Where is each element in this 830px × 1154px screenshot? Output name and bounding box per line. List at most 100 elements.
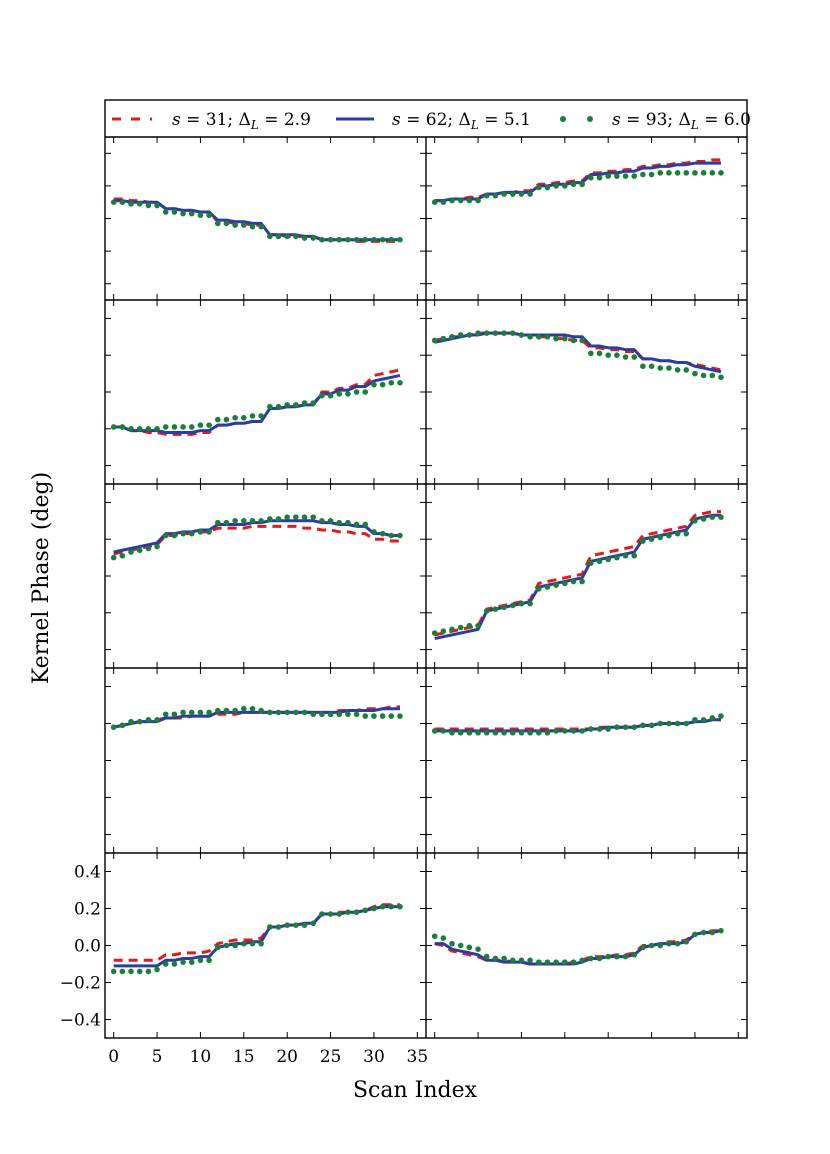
legend-label: s = 93; ΔL = 6.0	[612, 110, 751, 132]
data-point	[180, 530, 186, 537]
data-point	[588, 174, 594, 181]
data-point	[475, 197, 481, 204]
data-point	[171, 711, 178, 718]
data-point	[527, 957, 533, 964]
data-point	[535, 334, 542, 340]
panel-row4-right	[426, 668, 747, 853]
data-point	[648, 942, 655, 949]
data-point	[527, 729, 533, 736]
data-point	[119, 199, 126, 205]
data-point	[614, 352, 620, 359]
data-point	[579, 181, 585, 188]
data-point	[709, 715, 716, 721]
data-point	[223, 942, 230, 949]
data-point	[544, 959, 551, 965]
data-point	[371, 529, 377, 535]
data-point	[267, 709, 273, 716]
data-point	[397, 903, 403, 910]
data-point	[241, 705, 247, 712]
series-2	[113, 707, 400, 729]
series-line	[434, 929, 722, 966]
data-point	[674, 530, 681, 537]
data-point	[241, 414, 247, 421]
data-point	[336, 911, 343, 917]
data-point	[518, 729, 525, 736]
data-point	[535, 184, 542, 191]
data-point	[353, 711, 360, 718]
data-point	[579, 337, 585, 344]
data-point	[562, 728, 568, 734]
data-point	[136, 718, 143, 725]
data-point	[258, 413, 264, 419]
legend-label: s = 31; ΔL = 2.9	[172, 110, 311, 132]
data-point	[553, 728, 559, 734]
series-line	[434, 331, 722, 374]
data-point	[674, 170, 681, 176]
data-point	[284, 402, 290, 408]
data-point	[492, 955, 499, 962]
data-point	[267, 233, 273, 240]
data-point	[466, 729, 473, 736]
data-point	[553, 582, 559, 588]
data-point	[527, 334, 533, 340]
data-point	[379, 236, 386, 243]
data-point	[466, 622, 473, 629]
x-tick-label: 20	[276, 1047, 298, 1067]
data-point	[518, 332, 525, 338]
series-2	[434, 718, 721, 733]
data-point	[683, 530, 690, 537]
data-point	[657, 942, 664, 949]
data-point	[258, 518, 264, 524]
data-point	[145, 202, 152, 209]
data-point	[562, 183, 568, 189]
y-tick-label: 0.0	[74, 937, 101, 957]
x-axis-label: Scan Index	[353, 1078, 478, 1103]
data-point	[241, 222, 247, 228]
data-point	[388, 532, 395, 539]
data-point	[154, 426, 160, 432]
data-point	[648, 171, 655, 178]
data-point	[709, 372, 716, 379]
data-point	[319, 911, 325, 917]
series-3	[110, 199, 403, 243]
data-point	[197, 212, 204, 219]
data-point	[197, 709, 204, 716]
data-point	[692, 170, 698, 176]
data-point	[162, 424, 169, 430]
data-point	[180, 709, 186, 716]
data-point	[267, 403, 273, 410]
data-point	[588, 955, 594, 962]
data-point	[379, 381, 386, 388]
data-point	[214, 416, 221, 423]
data-point	[145, 545, 152, 552]
data-point	[171, 961, 178, 967]
data-point	[718, 170, 724, 176]
data-point	[475, 946, 481, 952]
data-point	[214, 944, 221, 951]
data-point	[162, 711, 169, 718]
data-point	[301, 922, 308, 928]
data-point	[206, 709, 212, 716]
data-point	[206, 957, 212, 964]
series-3	[431, 713, 724, 736]
data-point	[327, 236, 334, 243]
data-point	[119, 552, 126, 559]
data-point	[284, 922, 290, 928]
series-2	[434, 513, 721, 641]
data-point	[475, 622, 481, 629]
panel-row5-right	[426, 853, 747, 1038]
data-point	[605, 953, 611, 960]
data-point	[588, 726, 594, 732]
series-3	[431, 170, 724, 205]
data-point	[145, 968, 152, 975]
data-point	[249, 518, 256, 524]
data-point	[622, 173, 629, 179]
data-point	[319, 236, 325, 243]
data-point	[666, 532, 672, 539]
data-point	[119, 424, 126, 430]
data-point	[692, 370, 698, 377]
data-point	[588, 350, 594, 357]
data-point	[509, 602, 516, 609]
data-point	[371, 905, 377, 912]
data-point	[371, 713, 377, 719]
